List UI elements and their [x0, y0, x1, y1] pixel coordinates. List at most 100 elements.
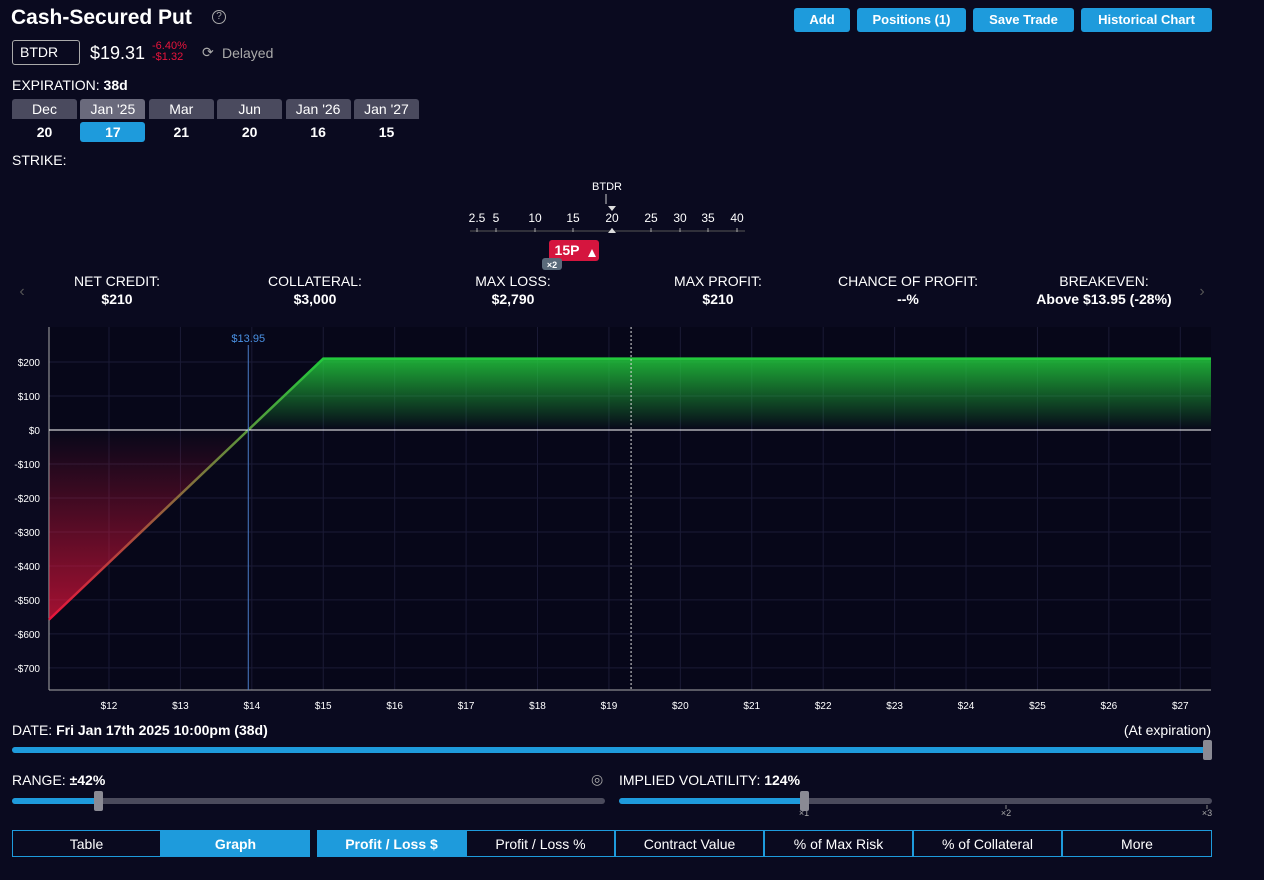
- next-arrow: ›: [1199, 283, 1204, 300]
- y-tick-label: -$100: [14, 460, 40, 471]
- pl-area: [49, 358, 1211, 620]
- iv-icon[interactable]: ◎: [591, 771, 604, 787]
- expiration-day[interactable]: 15: [378, 124, 395, 140]
- strike-tick-label: 25: [644, 211, 658, 225]
- x-tick-label: $13: [172, 701, 189, 712]
- iv-track[interactable]: [619, 798, 1212, 804]
- strike-tick-label: 15: [566, 211, 580, 225]
- stat-label: BREAKEVEN:: [1059, 273, 1149, 289]
- header-button[interactable]: Positions (1): [857, 8, 966, 32]
- strike-tick-label: 40: [730, 211, 744, 225]
- expiration-month[interactable]: Jun: [217, 99, 283, 119]
- header-button[interactable]: Save Trade: [973, 8, 1074, 32]
- range-fill: [12, 798, 98, 804]
- strike-tick-label: 20: [605, 211, 619, 225]
- date-label: DATE:: [12, 722, 53, 738]
- quantity-label: ×2: [547, 260, 557, 270]
- metric-tab[interactable]: Contract Value: [615, 830, 764, 857]
- metric-tab[interactable]: Profit / Loss %: [466, 830, 615, 857]
- iv-tick-label: ×1: [799, 808, 809, 818]
- metric-tab[interactable]: % of Collateral: [913, 830, 1062, 857]
- stat-value: $210: [101, 291, 133, 307]
- stat-value: $2,790: [491, 291, 535, 307]
- iv-tick-label: ×3: [1202, 808, 1212, 818]
- range-thumb[interactable]: [94, 791, 103, 811]
- x-tick-label: $22: [815, 701, 832, 712]
- expiration-month[interactable]: Mar: [148, 99, 214, 119]
- date-note: (At expiration): [1123, 722, 1211, 738]
- range-track[interactable]: [12, 798, 605, 804]
- page-title: Cash-Secured Put: [11, 6, 192, 29]
- expiration-day[interactable]: 21: [173, 124, 190, 140]
- underlying-arrow: [608, 228, 616, 233]
- metric-tab[interactable]: Profit / Loss $: [317, 830, 466, 857]
- x-tick-label: $12: [101, 701, 118, 712]
- stat-label: CHANCE OF PROFIT:: [837, 273, 979, 289]
- status: Delayed: [222, 45, 274, 61]
- y-tick-label: -$400: [14, 562, 40, 573]
- change: -$1.32: [152, 51, 184, 63]
- date-fill: [12, 747, 1208, 753]
- price: $19.31: [90, 43, 146, 63]
- iv-value: 124%: [764, 772, 801, 788]
- expiration-day[interactable]: 20: [241, 124, 258, 140]
- expiration-day[interactable]: 17: [80, 122, 146, 142]
- x-tick-label: $25: [1029, 701, 1046, 712]
- strike-tick-label: 10: [528, 211, 542, 225]
- metric-tab[interactable]: More: [1062, 830, 1212, 857]
- y-tick-label: -$600: [14, 630, 40, 641]
- iv-label: IMPLIED VOLATILITY:: [619, 772, 761, 788]
- x-tick-label: $23: [886, 701, 903, 712]
- underlying-arrow: [608, 206, 616, 211]
- range-label: RANGE:: [12, 772, 66, 788]
- strike-tick-label: 2.5: [469, 211, 486, 225]
- header-button[interactable]: Historical Chart: [1081, 8, 1212, 32]
- view-tab[interactable]: Table: [12, 830, 161, 857]
- y-tick-label: $0: [29, 426, 41, 437]
- prev-arrow: ‹: [19, 283, 24, 300]
- date: DATE: Fri Jan 17th 2025 10:00pm (38d): [12, 722, 268, 738]
- expiration-month[interactable]: Jan '26: [285, 99, 351, 119]
- x-tick-label: $24: [958, 701, 975, 712]
- y-tick-label: $100: [18, 392, 41, 403]
- view-tab[interactable]: Graph: [161, 830, 310, 857]
- stat-value: $3,000: [293, 291, 337, 307]
- iv-fill: [619, 798, 804, 804]
- iv-thumb[interactable]: [800, 791, 809, 811]
- metric-tab[interactable]: % of Max Risk: [764, 830, 913, 857]
- stat-label: COLLATERAL:: [268, 273, 362, 289]
- x-tick-label: $21: [743, 701, 760, 712]
- expiration-month[interactable]: Jan '27: [354, 99, 419, 119]
- expiration-day[interactable]: 20: [36, 124, 53, 140]
- strike-tick-label: 35: [701, 211, 715, 225]
- strike-underlying: BTDR: [592, 181, 622, 193]
- expiration-month[interactable]: Jan '25: [80, 99, 146, 119]
- expiration-month[interactable]: Dec: [12, 99, 77, 119]
- strike-label: STRIKE:: [12, 152, 67, 168]
- x-tick-label: $16: [386, 701, 403, 712]
- stat-value: --%: [897, 291, 919, 307]
- date-thumb[interactable]: [1203, 740, 1212, 760]
- x-tick-label: $14: [243, 701, 260, 712]
- stat-value: $210: [702, 291, 734, 307]
- breakeven-label: $13.95: [231, 333, 265, 345]
- x-tick-label: $15: [315, 701, 332, 712]
- expiration-day[interactable]: 16: [310, 124, 326, 140]
- warning-icon: [588, 249, 596, 257]
- symbol-input[interactable]: BTDR: [12, 40, 80, 65]
- x-tick-label: $20: [672, 701, 689, 712]
- y-tick-label: -$700: [14, 664, 40, 675]
- leg-label: 15P: [555, 242, 580, 258]
- x-tick-label: $27: [1172, 701, 1189, 712]
- refresh-icon[interactable]: ⟳: [202, 44, 214, 60]
- header-button[interactable]: Add: [794, 8, 850, 32]
- quantity-badge: [542, 258, 562, 270]
- stat-label: MAX LOSS:: [475, 273, 551, 289]
- stat-label: MAX PROFIT:: [674, 273, 762, 289]
- expiration-days: 38d: [103, 77, 128, 93]
- date-value: Fri Jan 17th 2025 10:00pm (38d): [56, 722, 268, 738]
- help-icon[interactable]: ?: [212, 10, 226, 24]
- pl-line: [48, 357, 1211, 621]
